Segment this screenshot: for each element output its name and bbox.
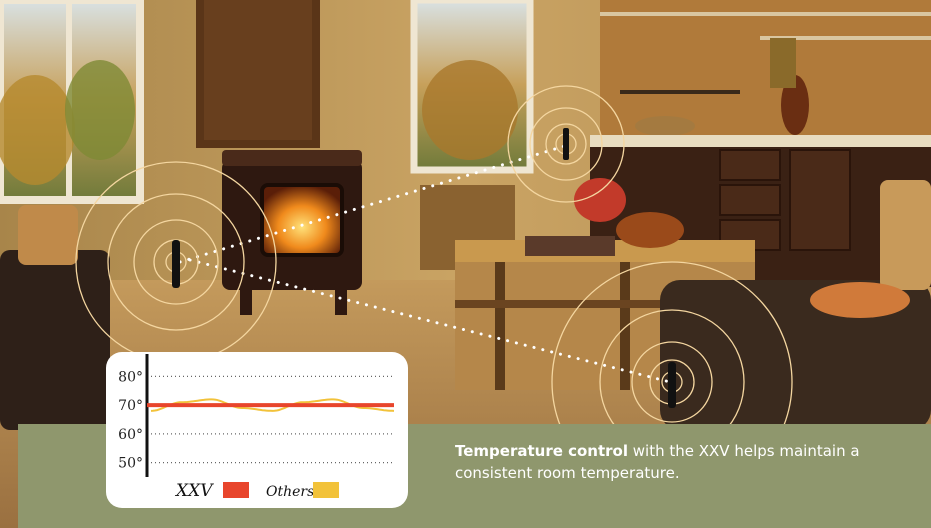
legend-swatch-xxv bbox=[223, 482, 249, 498]
thermostat-sensor-icon bbox=[668, 362, 676, 408]
caption-rest: with the XXV helps maintain a consistent… bbox=[455, 442, 860, 482]
caption-text: Temperature control with the XXV helps m… bbox=[455, 440, 915, 484]
legend-swatch-others bbox=[313, 482, 339, 498]
temperature-chart: 80° 70° 60° 50° XXV Others bbox=[106, 352, 408, 508]
temperature-chart-svg: 80° 70° 60° 50° XXV Others bbox=[118, 354, 395, 501]
legend-label-others: Others bbox=[266, 484, 314, 500]
y-tick-label: 80° bbox=[118, 369, 143, 385]
y-tick-label: 60° bbox=[118, 427, 143, 443]
thermostat-sensor-icon bbox=[172, 240, 180, 288]
y-tick-label: 70° bbox=[118, 398, 143, 414]
y-tick-label: 50° bbox=[118, 456, 143, 472]
caption-bold: Temperature control bbox=[455, 442, 629, 460]
signal-dotted-lines bbox=[178, 144, 672, 384]
signal-waves-icon bbox=[507, 85, 625, 203]
thermostat-sensor-icon bbox=[563, 128, 569, 160]
legend-label-xxv: XXV bbox=[174, 481, 214, 501]
